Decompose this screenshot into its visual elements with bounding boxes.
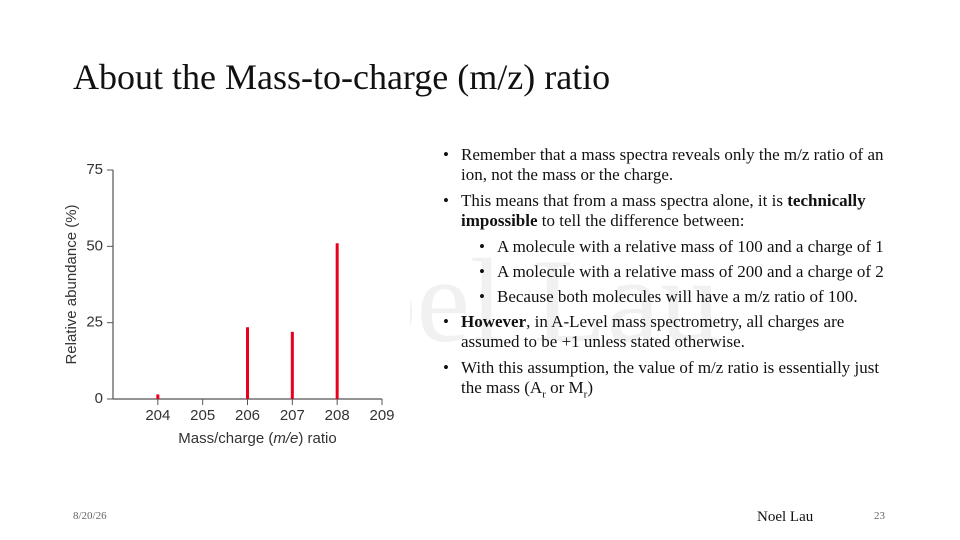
y-tick-label: 25 xyxy=(86,314,103,331)
text-run: , in A-Level mass spectrometry, all char… xyxy=(461,312,845,351)
y-tick-label: 0 xyxy=(95,390,103,407)
bullet: However, in A-Level mass spectrometry, a… xyxy=(443,312,893,352)
text-run: Because both molecules will have a m/z r… xyxy=(497,287,858,306)
text-run: ) ratio xyxy=(298,430,336,447)
date: 8/20/26 xyxy=(73,510,107,522)
text-run: Mass/charge ( xyxy=(178,430,273,447)
text-run: r xyxy=(583,388,588,401)
bar xyxy=(290,331,294,399)
x-tick-label: 208 xyxy=(325,407,350,424)
text-run: m/e xyxy=(273,430,298,447)
x-tick-label: 204 xyxy=(145,407,170,424)
x-tick-label: 209 xyxy=(369,407,394,424)
x-tick-label: 205 xyxy=(190,407,215,424)
bullet: Remember that a mass spectra reveals onl… xyxy=(443,145,893,185)
x-axis-label: Mass/charge (m/e) ratio xyxy=(178,430,336,447)
text-run: or M xyxy=(545,378,584,397)
y-tick-label: 75 xyxy=(86,161,103,178)
text-run: With this assumption, the value of m/z r… xyxy=(461,358,880,397)
author: Noel Lau xyxy=(757,509,814,525)
text-run: technically impossible xyxy=(461,191,866,230)
text-run: A molecule with a relative mass of 100 a… xyxy=(497,237,884,256)
bullet-list: Remember that a mass spectra reveals onl… xyxy=(443,145,893,410)
page-number: 23 xyxy=(874,510,885,522)
y-tick-label: 50 xyxy=(86,237,103,254)
x-tick-label: 207 xyxy=(280,407,305,424)
text-run: to tell the difference between: xyxy=(537,211,745,230)
bullet: A molecule with a relative mass of 200 a… xyxy=(479,262,893,282)
bullet: This means that from a mass spectra alon… xyxy=(443,191,893,231)
slide-title: About the Mass-to-charge (m/z) ratio xyxy=(73,57,611,97)
text-run: r xyxy=(542,388,546,401)
text-run: However xyxy=(461,312,527,331)
x-tick-label: 206 xyxy=(235,407,260,424)
text-run: A molecule with a relative mass of 200 a… xyxy=(497,262,884,281)
bar xyxy=(335,243,339,399)
y-axis-label: Relative abundance (%) xyxy=(63,204,80,364)
text-run: This means that from a mass spectra alon… xyxy=(461,191,788,210)
bullet: A molecule with a relative mass of 100 a… xyxy=(479,237,893,257)
chart: 0 25 50 75 204 205 206 207 208 209 Relative abunda… xyxy=(50,150,410,460)
bullet: With this assumption, the value of m/z r… xyxy=(443,358,893,404)
bar xyxy=(156,394,160,399)
text-run: ) xyxy=(587,378,594,397)
text-run: Remember that a mass spectra reveals onl… xyxy=(461,145,884,184)
bullet: Because both molecules will have a m/z r… xyxy=(479,287,893,307)
bar xyxy=(246,327,249,399)
